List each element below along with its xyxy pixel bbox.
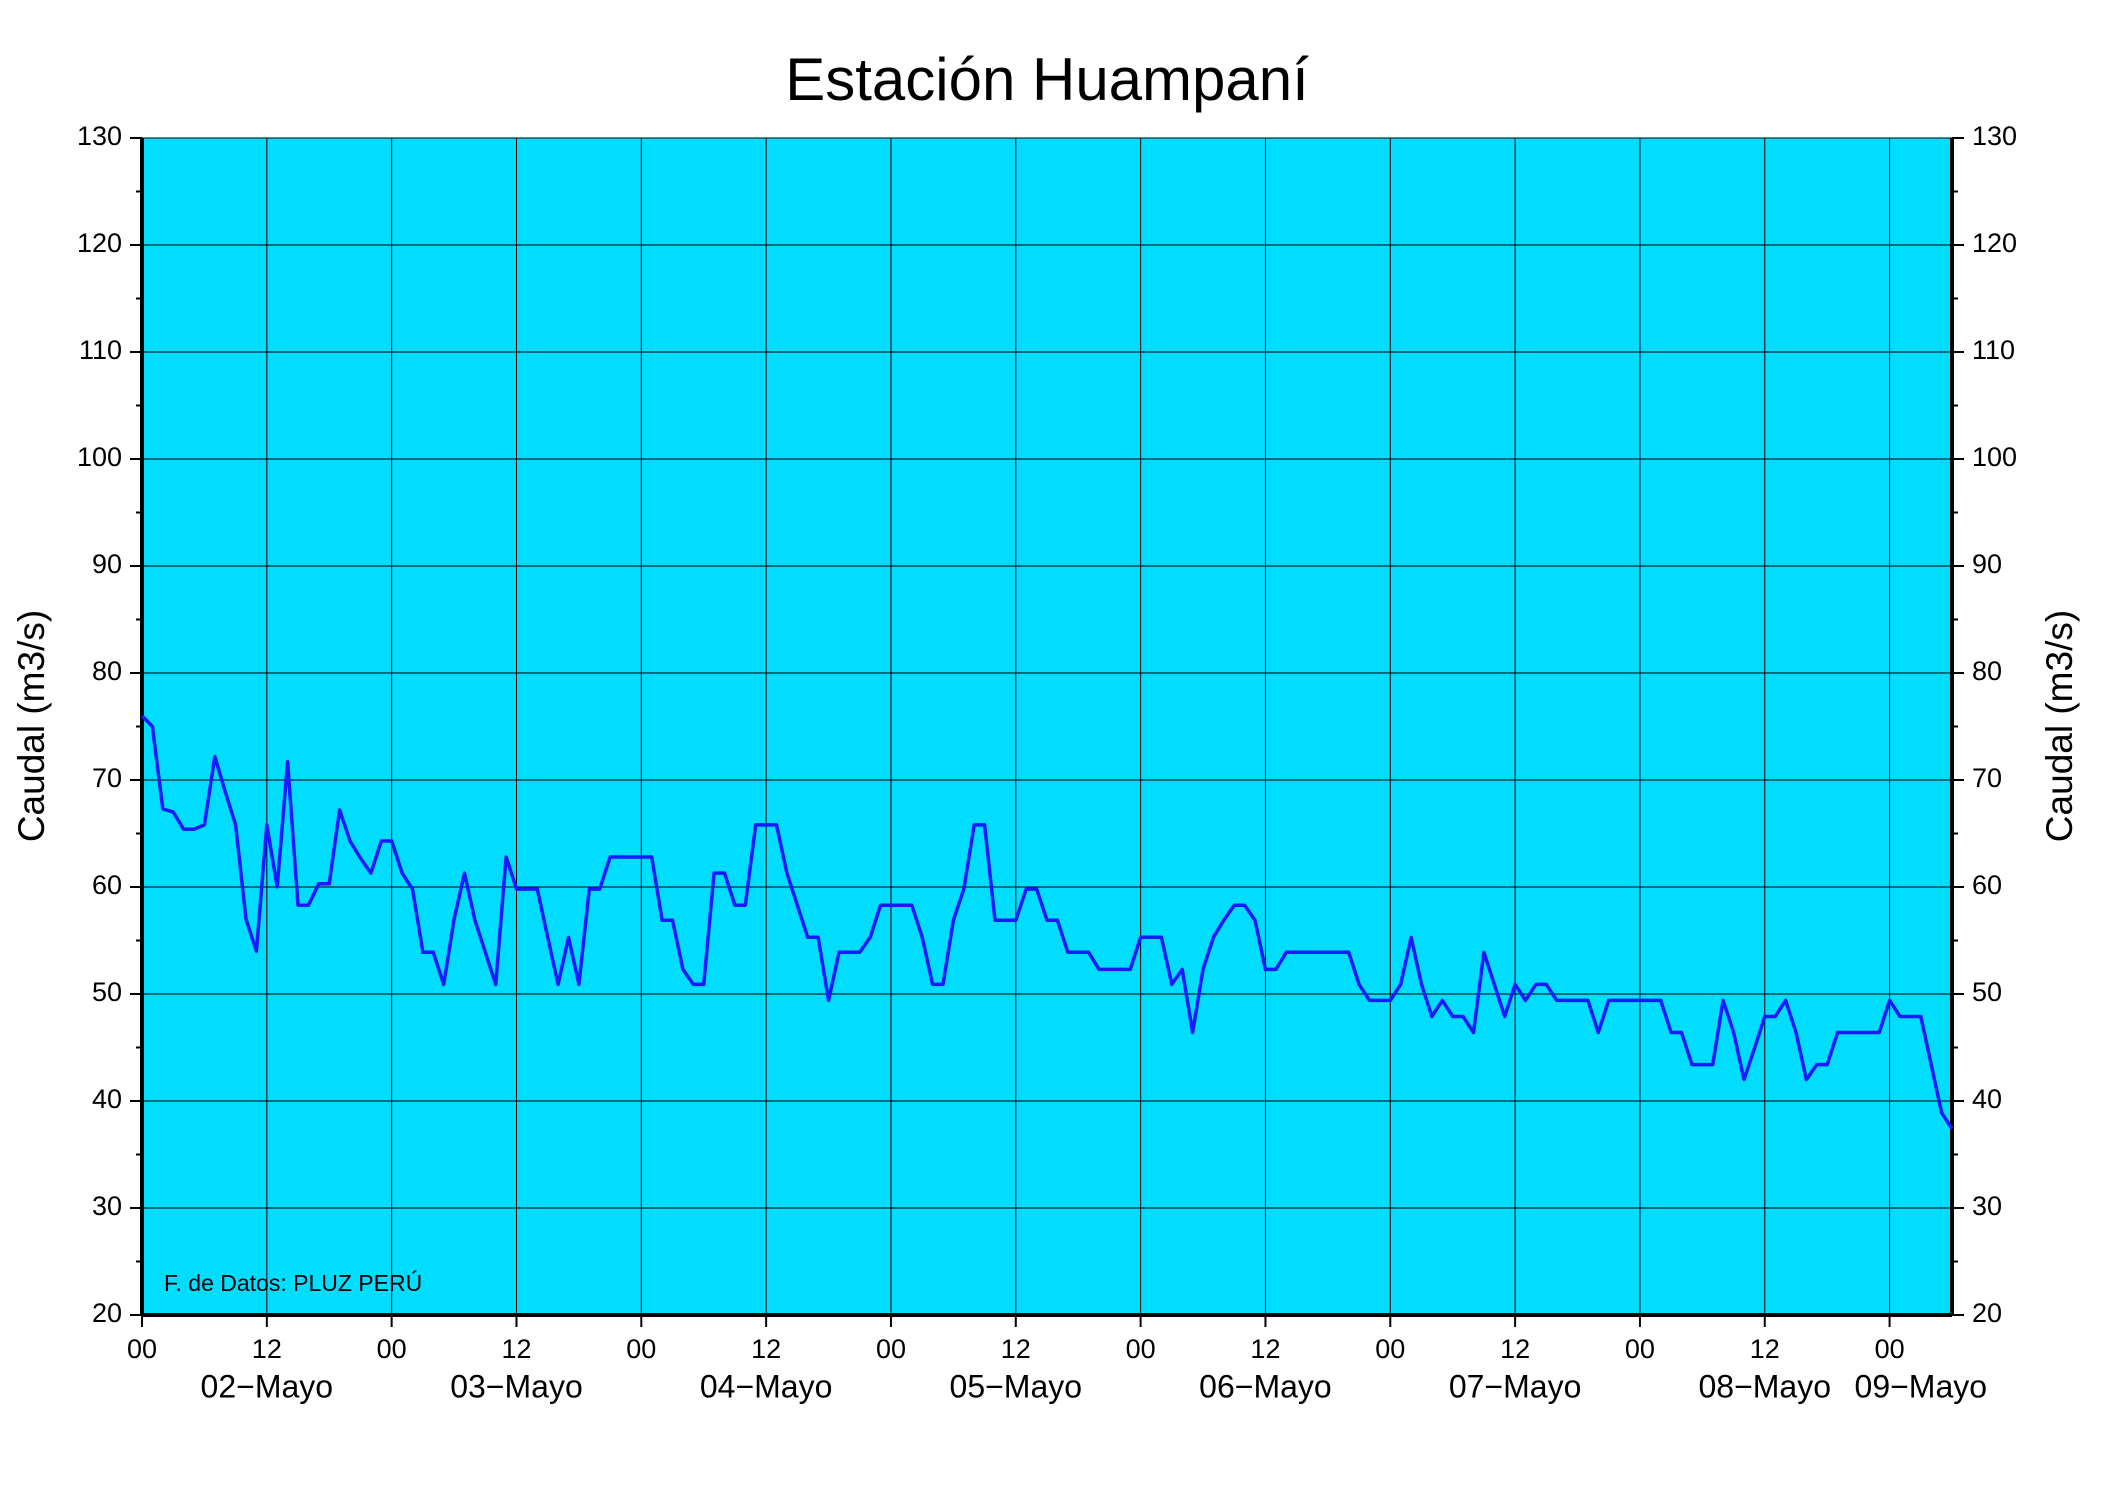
x-tick-label: 00 xyxy=(626,1334,656,1364)
x-tick-label: 00 xyxy=(1625,1334,1655,1364)
x-tick-label: 00 xyxy=(876,1334,906,1364)
x-tick-label: 00 xyxy=(127,1334,157,1364)
y-tick-label: 60 xyxy=(92,870,122,900)
x-tick-label: 12 xyxy=(1500,1334,1530,1364)
y2-tick-label: 90 xyxy=(1972,549,2002,579)
date-label: 04−Mayo xyxy=(700,1368,833,1404)
y2-tick-label: 30 xyxy=(1972,1191,2002,1221)
x-tick-label: 12 xyxy=(1750,1334,1780,1364)
data-line xyxy=(140,714,1954,1130)
y2-tick-label: 130 xyxy=(1972,121,2017,151)
y-tick-label: 50 xyxy=(92,977,122,1007)
y-tick-label: 90 xyxy=(92,549,122,579)
y-tick-label: 130 xyxy=(77,121,122,151)
date-label: 07−Mayo xyxy=(1449,1368,1582,1404)
y2-tick-label: 120 xyxy=(1972,228,2017,258)
x-tick-label: 12 xyxy=(1250,1334,1280,1364)
x-tick-label: 12 xyxy=(252,1334,282,1364)
y-tick-label: 100 xyxy=(77,442,122,472)
y2-tick-label: 110 xyxy=(1972,335,2015,365)
y2-tick-label: 70 xyxy=(1972,763,2002,793)
y2-tick-label: 40 xyxy=(1972,1084,2002,1114)
annotation: F. de Datos: PLUZ PERÚ xyxy=(164,1270,422,1296)
y-tick-label: 120 xyxy=(77,228,122,258)
y-tick-label: 30 xyxy=(92,1191,122,1221)
x-tick-label: 12 xyxy=(501,1334,531,1364)
x-tick-label: 00 xyxy=(1875,1334,1905,1364)
x-tick-label: 00 xyxy=(1126,1334,1156,1364)
y2-tick-label: 80 xyxy=(1972,656,2002,686)
date-label: 06−Mayo xyxy=(1199,1368,1332,1404)
plot-background xyxy=(142,138,1952,1315)
y-tick-label: 110 xyxy=(79,335,122,365)
y2-tick-label: 100 xyxy=(1972,442,2017,472)
x-tick-label: 00 xyxy=(377,1334,407,1364)
y-tick-label: 20 xyxy=(92,1298,122,1328)
y2-tick-label: 50 xyxy=(1972,977,2002,1007)
y2-tick-label: 60 xyxy=(1972,870,2002,900)
date-label: 08−Mayo xyxy=(1698,1368,1831,1404)
x-tick-label: 00 xyxy=(1375,1334,1405,1364)
y2-tick-label: 20 xyxy=(1972,1298,2002,1328)
y-tick-label: 70 xyxy=(92,763,122,793)
x-tick-label: 12 xyxy=(1001,1334,1031,1364)
y-tick-label: 80 xyxy=(92,656,122,686)
date-label: 03−Mayo xyxy=(450,1368,583,1404)
chart-title: Estación Huampaní xyxy=(785,46,1309,113)
date-label: 02−Mayo xyxy=(201,1368,334,1404)
y-tick-label: 40 xyxy=(92,1084,122,1114)
date-label: 09−Mayo xyxy=(1855,1368,1988,1404)
y-axis-label: Caudal (m3/s) xyxy=(11,610,52,842)
date-label: 05−Mayo xyxy=(950,1368,1083,1404)
y2-axis-label: Caudal (m3/s) xyxy=(2039,610,2080,842)
x-tick-label: 12 xyxy=(751,1334,781,1364)
